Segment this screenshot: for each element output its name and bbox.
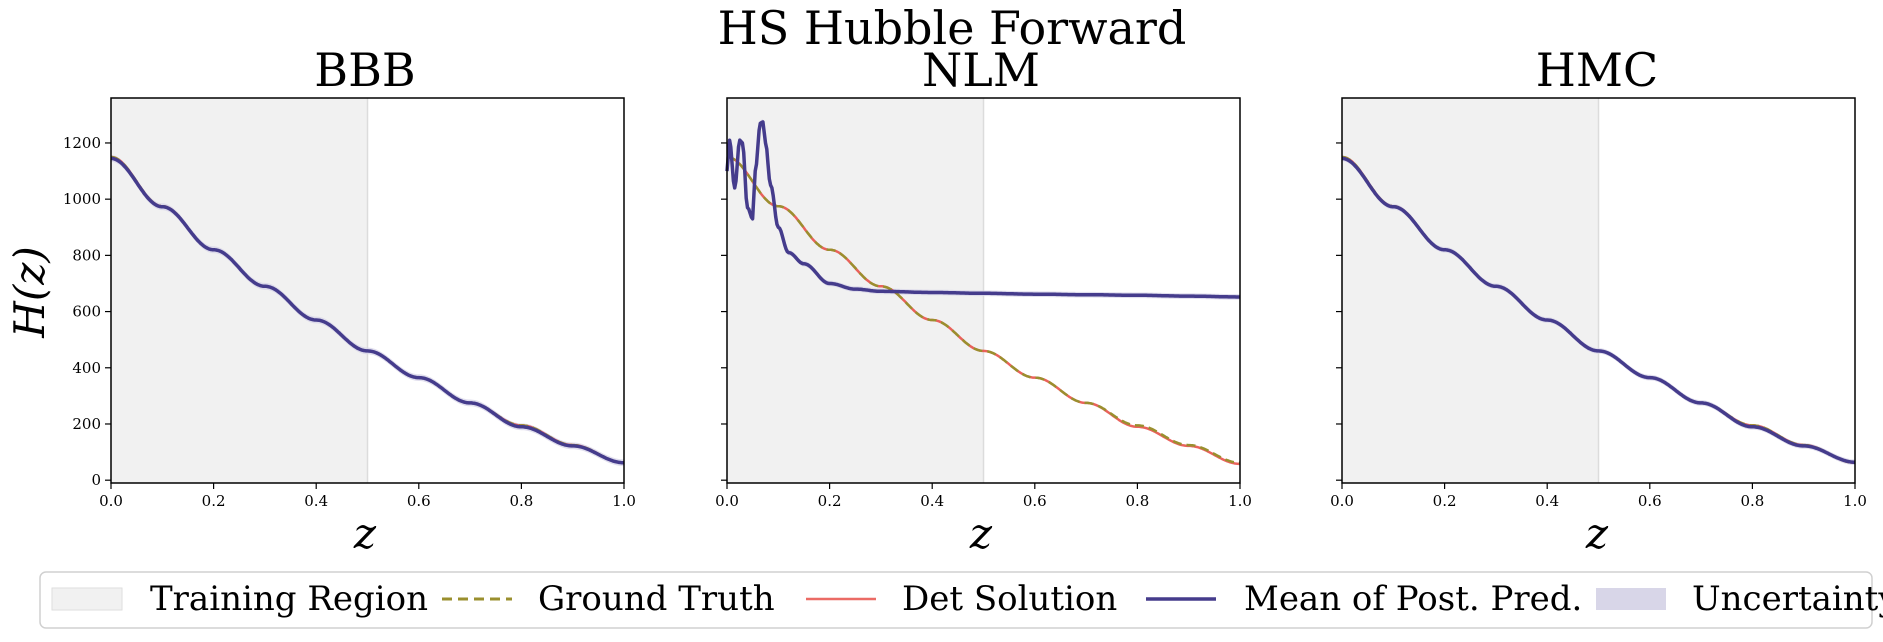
x-axis-label: z [1585,509,1609,558]
x-axis-label: z [353,509,377,558]
training-region [111,98,368,483]
legend-label: Uncertainty [1692,579,1883,619]
x-tick-label: 0.0 [715,492,739,510]
y-tick-label: 0 [91,471,101,489]
y-tick-label: 1000 [63,190,101,208]
x-tick-label: 0.8 [1125,492,1149,510]
panel-title: NLM [922,43,1040,97]
y-axis-label: H(z) [5,246,54,339]
mean-post-pred-line [110,156,625,465]
x-tick-label: 0.8 [509,492,533,510]
y-tick-label: 400 [72,359,101,377]
ground-truth-line [726,155,1241,465]
x-tick-label: 0.6 [1023,492,1047,510]
training-region [1342,98,1599,483]
axes-frame [110,97,625,484]
x-tick-label: 0.6 [1638,492,1662,510]
x-tick-label: 1.0 [1228,492,1252,510]
panel-title: HMC [1536,43,1658,97]
panel-bbb: BBB z 0.0 0.2 0.4 0.6 0.8 1.0 0 200 400 600 800 100… [63,43,636,558]
axes-frame [726,97,1241,484]
figure-title: HS Hubble Forward [718,1,1187,55]
legend-frame [39,571,1873,629]
legend-item-uncertainty: Uncertainty [1596,579,1883,619]
x-tick-label: 0.4 [1535,492,1559,510]
legend-item-ground-truth: Ground Truth [442,579,775,619]
legend-item-training-region: Training Region [51,579,428,619]
y-tick-label: 200 [72,415,101,433]
y-tick-label: 600 [72,303,101,321]
panel-title: BBB [314,43,415,97]
legend-label: Ground Truth [538,579,775,619]
x-tick-label: 0.6 [407,492,431,510]
legend-swatch-training-region [51,587,123,611]
x-tick-label: 0.2 [1433,492,1457,510]
panel-nlm: NLM z 0.0 0.2 0.4 0.6 0.8 1.0 [715,43,1252,558]
legend: Training Region Ground Truth Det Solutio… [39,571,1883,629]
legend-item-det-solution: Det Solution [806,579,1117,619]
x-tick-label: 0.4 [304,492,328,510]
x-tick-label: 0.4 [920,492,944,510]
x-tick-label: 0.0 [1330,492,1354,510]
legend-label: Mean of Post. Pred. [1244,579,1582,619]
x-tick-label: 0.2 [202,492,226,510]
mean-post-pred-line [725,120,1241,299]
legend-label: Training Region [150,579,428,619]
y-tick-label: 800 [72,246,101,264]
x-tick-label: 0.8 [1740,492,1764,510]
legend-item-mean-of-post-pred: Mean of Post. Pred. [1146,579,1582,619]
mean-post-pred-line [1341,156,1856,464]
axes-frame [1341,97,1856,484]
x-axis-label: z [969,509,993,558]
legend-swatch-uncertainty [1596,588,1666,610]
legend-label: Det Solution [902,579,1117,619]
x-tick-label: 1.0 [612,492,636,510]
x-tick-label: 0.0 [99,492,123,510]
x-tick-label: 0.2 [818,492,842,510]
y-tick-label: 1200 [63,134,101,152]
x-tick-label: 1.0 [1843,492,1867,510]
panel-hmc: HMC z 0.0 0.2 0.4 0.6 0.8 1.0 [1330,43,1867,558]
